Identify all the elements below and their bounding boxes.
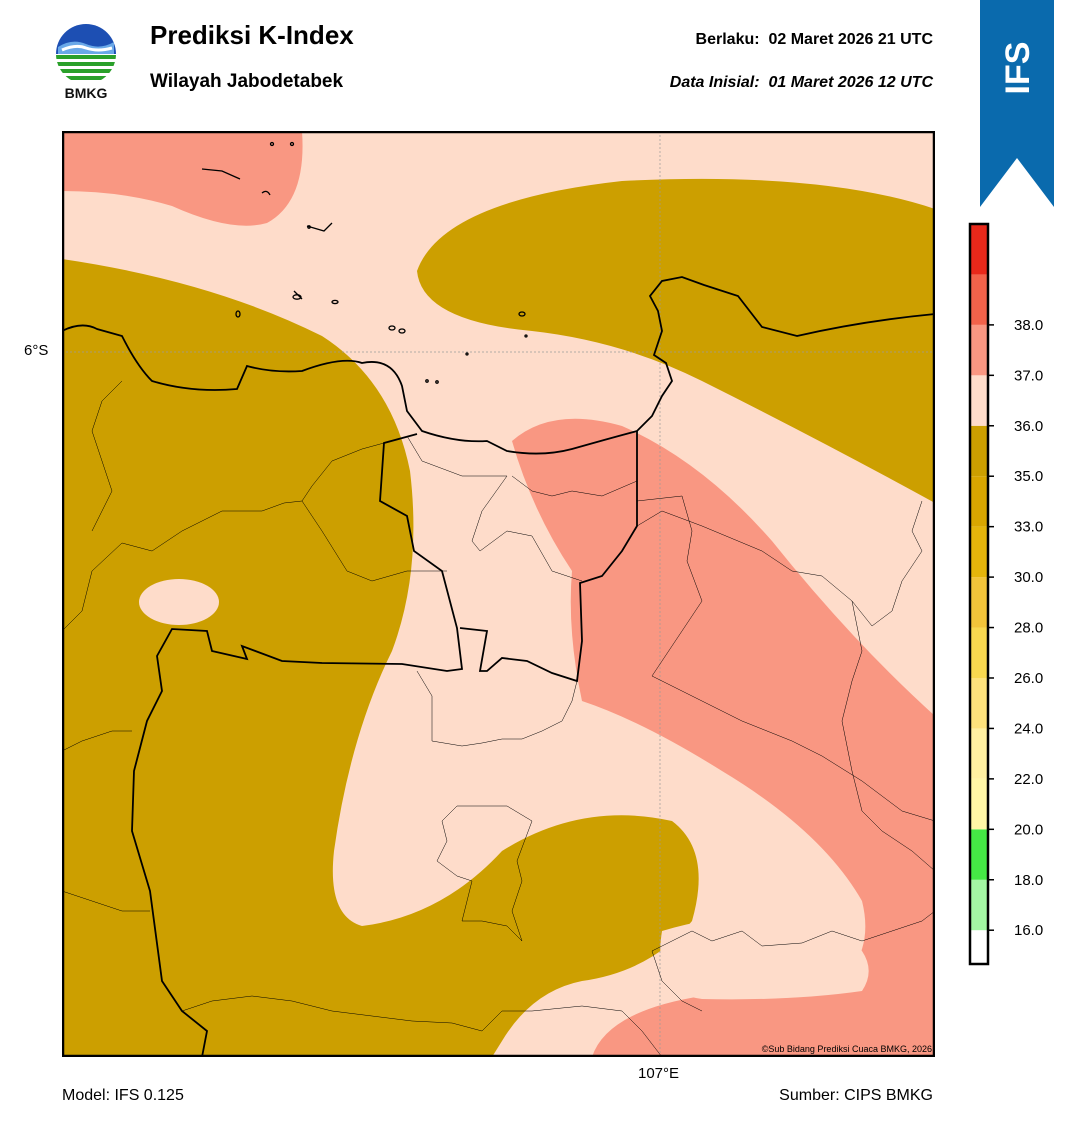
colorbar-tick-label: 28.0 xyxy=(1014,620,1043,637)
band-35-36-southeast xyxy=(660,916,869,1000)
ifs-ribbon: IFS xyxy=(980,0,1054,207)
page-title: Prediksi K-Index xyxy=(150,20,354,50)
colorbar-tick-label: 20.0 xyxy=(1014,821,1043,838)
band-33-35-top-right xyxy=(417,178,935,503)
source-info: Sumber: CIPS BMKG xyxy=(779,1087,933,1104)
coastline xyxy=(62,276,935,455)
colorbar-segment xyxy=(970,829,988,880)
colorbar-segment xyxy=(970,577,988,628)
colorbar-tick-label: 22.0 xyxy=(1014,771,1043,788)
init-time: Data Inisial: 01 Maret 2026 12 UTC xyxy=(670,74,933,92)
colorbar-segment xyxy=(970,930,988,964)
valid-value: 02 Maret 2026 21 UTC xyxy=(768,31,933,48)
colorbar-tick-label: 33.0 xyxy=(1014,519,1043,536)
k-index-map xyxy=(62,131,935,1057)
colorbar-tick-label: 18.0 xyxy=(1014,872,1043,889)
colorbar-tick-label: 26.0 xyxy=(1014,670,1043,687)
colorbar-tick-label: 37.0 xyxy=(1014,367,1043,384)
colorbar-segment xyxy=(970,425,988,477)
colorbar-segment xyxy=(970,526,988,578)
colorbar-tick-label: 38.0 xyxy=(1014,317,1043,334)
band-33-35-west xyxy=(62,259,699,1057)
colorbar-segment xyxy=(970,677,988,729)
province-border-banten xyxy=(131,433,464,1057)
bmkg-logo-icon: BMKG xyxy=(56,24,116,100)
map-frame xyxy=(62,131,935,1057)
colorbar-tick-label: 36.0 xyxy=(1014,418,1043,435)
valid-time: Berlaku: 02 Maret 2026 21 UTC xyxy=(696,31,933,49)
lon-tick-label: 107°E xyxy=(638,1065,680,1082)
band-35-36-island xyxy=(139,579,219,625)
colorbar-frame xyxy=(968,222,990,966)
colorbar-tick-label: 24.0 xyxy=(1014,720,1043,737)
colorbar-segment xyxy=(970,879,988,931)
colorbar-segment xyxy=(970,324,988,376)
colorbar-segment xyxy=(970,627,988,678)
valid-label: Berlaku: xyxy=(695,31,760,48)
band-36-37-top-left xyxy=(62,131,303,226)
colorbar-tick-label: 30.0 xyxy=(1014,569,1043,586)
colorbar-tick-label: 16.0 xyxy=(1014,922,1043,939)
init-label: Data Inisial: xyxy=(669,74,760,91)
colorbar-segment xyxy=(970,224,988,275)
colorbar-segment xyxy=(970,476,988,527)
thousand-islands xyxy=(201,141,528,384)
colorbar-segment xyxy=(970,778,988,830)
colorbar-tick-label: 35.0 xyxy=(1014,468,1043,485)
logo-text: BMKG xyxy=(65,85,108,100)
colorbar-segment xyxy=(970,274,988,325)
page-subtitle: Wilayah Jabodetabek xyxy=(150,71,344,92)
province-border-jabar xyxy=(459,431,638,683)
district-borders xyxy=(62,380,935,1057)
init-value: 01 Maret 2026 12 UTC xyxy=(768,74,933,91)
model-info: Model: IFS 0.125 xyxy=(62,1087,184,1104)
colorbar-segment xyxy=(970,375,988,426)
colorbar: 16.0 18.0 20.0 22.0 24.0 26.0 28.0 30.0 33.0 35.0… xyxy=(968,222,1043,966)
copyright-note: ©Sub Bidang Prediksi Cuaca BMKG, 2026 xyxy=(761,1044,932,1054)
ribbon-text: IFS xyxy=(999,42,1037,95)
lat-tick-label: 6°S xyxy=(24,342,49,359)
colorbar-segment xyxy=(970,728,988,779)
band-36-37-central xyxy=(512,418,935,1057)
